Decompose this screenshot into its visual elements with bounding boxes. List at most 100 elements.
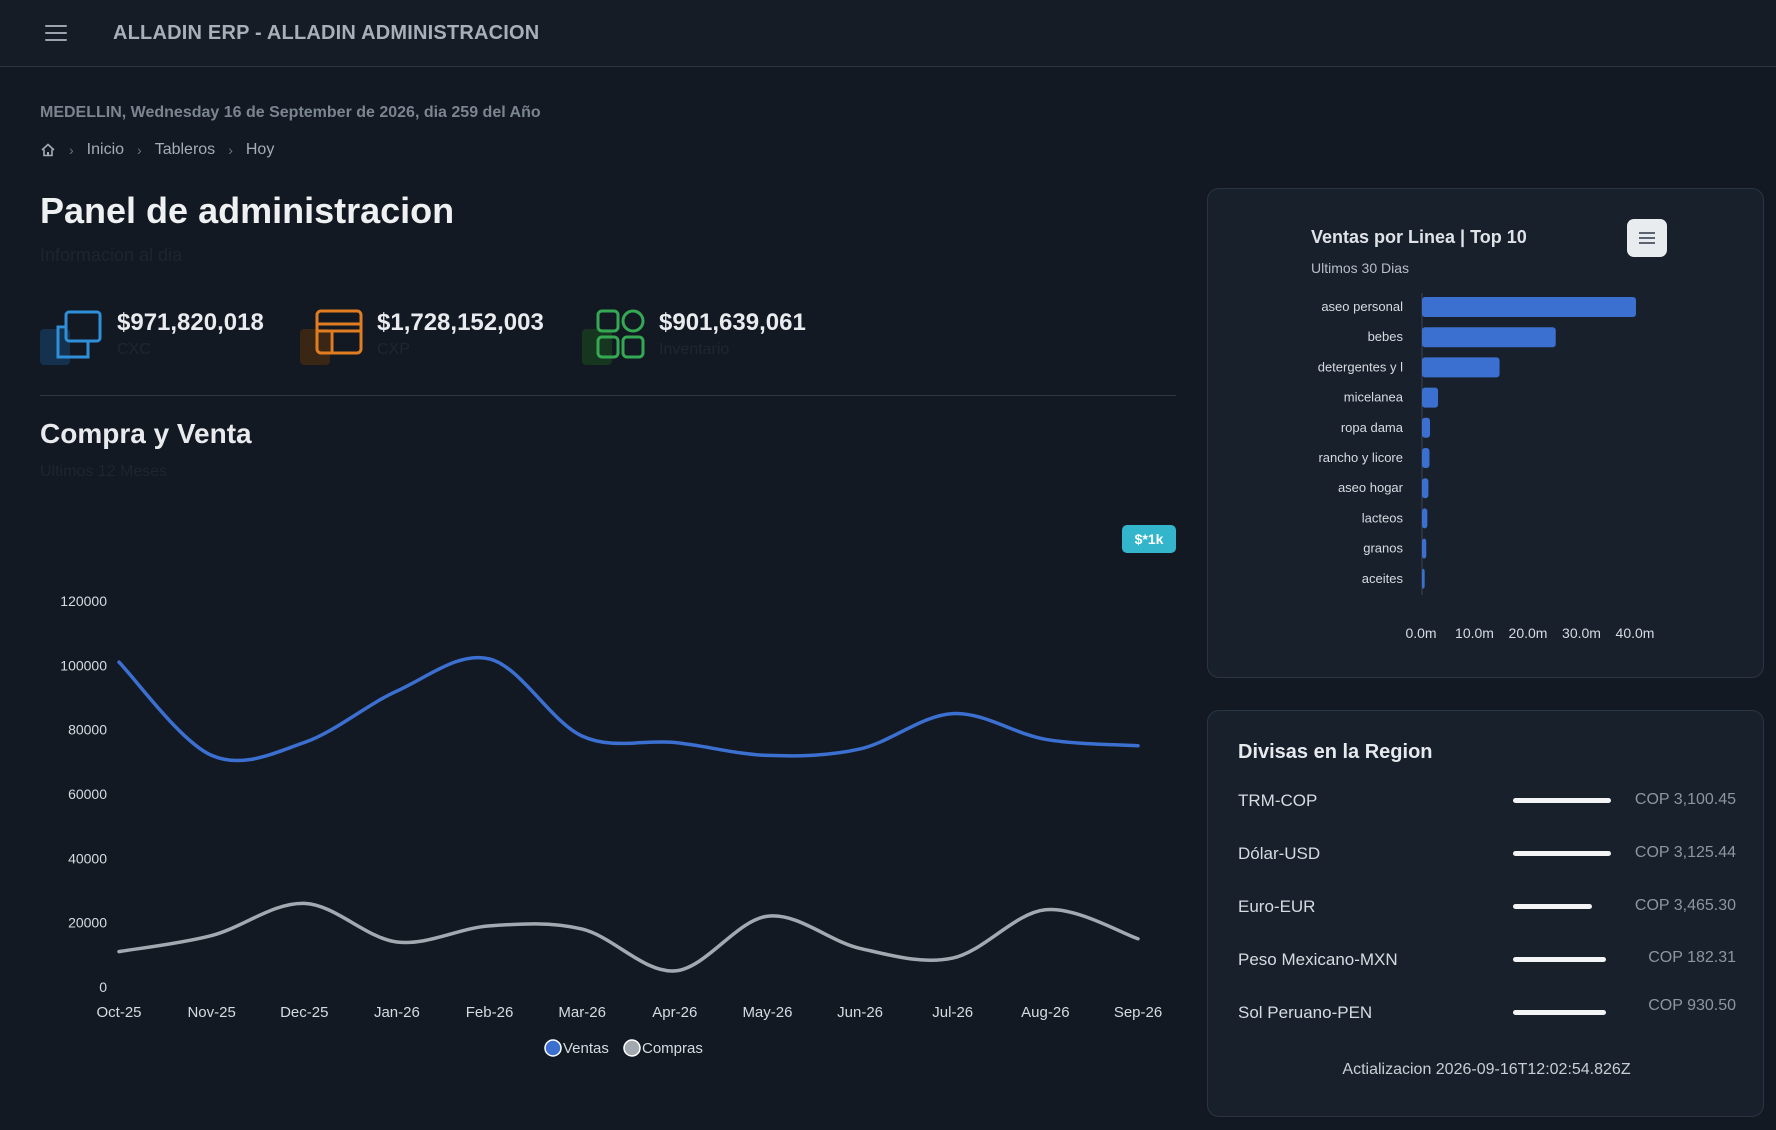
bar-granos[interactable] [1422, 538, 1427, 559]
bar-micelanea[interactable] [1422, 387, 1439, 408]
copy-icon [56, 310, 102, 359]
breadcrumb-item-hoy: Hoy [245, 141, 275, 158]
legend-label: Compras [642, 1040, 703, 1057]
bar-chart-ventas-linea: aseo personal bebes detergentes y l micelan… [1318, 293, 1655, 641]
kpi-label: Inventario [659, 341, 730, 358]
category-label: aseo personal [1321, 299, 1403, 314]
x-tick-label: Jul-26 [932, 1004, 973, 1021]
bar-ropa-dama[interactable] [1422, 417, 1431, 438]
line-chart-compra-venta: 0 20000 40000 60000 80000 100000 120000 Oct-25 N… [60, 593, 1162, 1057]
x-tick-label: Oct-25 [96, 1004, 141, 1021]
currency-row-usd: Dólar-USD COP 3,125.44 [1238, 840, 1736, 870]
currency-row-mxn: Peso Mexicano-MXN COP 182.31 [1238, 946, 1736, 976]
bar-chart-subtitle: Ultimos 30 Dias [1311, 260, 1410, 276]
currency-name: Euro-EUR [1238, 897, 1316, 916]
bar-rancho-y-licore[interactable] [1422, 448, 1430, 468]
kpi-value: $901,639,061 [659, 309, 806, 336]
x-tick-label: 0.0m [1405, 625, 1436, 641]
page-title: Panel de administracion [40, 190, 455, 231]
x-tick-label: Jun-26 [837, 1004, 883, 1021]
currency-name: Sol Peruano-PEN [1238, 1003, 1373, 1022]
y-tick-label: 80000 [68, 722, 107, 738]
panel-divisas: Divisas en la Region TRM-COP COP 3,100.4… [1207, 710, 1764, 1117]
breadcrumb-item-inicio[interactable]: Inicio [86, 141, 125, 158]
kpi-value: $971,820,018 [117, 309, 264, 336]
chevron-right-icon: › [69, 142, 74, 158]
currency-value: COP 3,100.45 [1634, 791, 1736, 808]
grid-icon [596, 309, 645, 359]
legend-marker [623, 1039, 641, 1057]
section-title-compra-venta: Compra y Venta [40, 418, 252, 449]
currency-row-eur: Euro-EUR COP 3,465.30 [1238, 893, 1736, 923]
currency-name: Peso Mexicano-MXN [1238, 950, 1398, 969]
x-tick-label: 10.0m [1455, 625, 1494, 641]
hamburger-menu-icon[interactable] [38, 18, 74, 48]
kpi-cxc[interactable]: $971,820,018 CXC [40, 305, 280, 375]
x-tick-label: Jan-26 [374, 1004, 420, 1021]
top-bar: ALLADIN ERP - ALLADIN ADMINISTRACION [0, 0, 1776, 67]
chart-menu-button[interactable] [1627, 219, 1667, 257]
x-tick-label: 20.0m [1509, 625, 1548, 641]
breadcrumb: › Inicio › Tableros › Hoy [40, 141, 274, 159]
currency-level-bar [1513, 851, 1611, 856]
legend-item-ventas[interactable]: Ventas [544, 1039, 609, 1057]
kpi-value: $1,728,152,003 [377, 309, 544, 336]
category-label: aseo hogar [1338, 480, 1404, 495]
panel-ventas-linea: aseo personal bebes detergentes y l micelan… [1207, 188, 1764, 678]
bar-aseo-personal[interactable] [1422, 297, 1636, 317]
x-tick-label: Nov-25 [187, 1004, 235, 1021]
category-label: granos [1363, 541, 1403, 556]
currency-name: Dólar-USD [1238, 844, 1321, 863]
bar-chart-title: Ventas por Linea | Top 10 [1311, 227, 1527, 247]
x-tick-label: 30.0m [1562, 625, 1601, 641]
kpi-inventario[interactable]: $901,639,061 Inventario [582, 305, 842, 375]
kpi-label: CXP [377, 341, 410, 358]
currency-value: COP 182.31 [1648, 949, 1736, 966]
breadcrumb-item-tableros[interactable]: Tableros [154, 141, 216, 158]
series-line-compras[interactable] [117, 901, 1140, 973]
x-tick-label: Aug-26 [1021, 1004, 1069, 1021]
x-tick-label: May-26 [742, 1004, 792, 1021]
kpi-cxp[interactable]: $1,728,152,003 CXP [300, 305, 560, 375]
series-line-ventas[interactable] [117, 655, 1140, 763]
x-tick-label: Dec-25 [280, 1004, 328, 1021]
y-tick-label: 60000 [68, 786, 107, 802]
currency-level-bar [1513, 1010, 1606, 1015]
x-tick-label: Feb-26 [466, 1004, 514, 1021]
currency-row-pen: Sol Peruano-PEN COP 930.50 [1238, 997, 1736, 1029]
currency-name: TRM-COP [1238, 791, 1318, 810]
kpi-label: CXC [117, 341, 151, 358]
y-tick-label: 20000 [68, 915, 107, 931]
bar-bebes[interactable] [1422, 327, 1556, 348]
category-label: detergentes y l [1318, 359, 1403, 374]
x-tick-label: 40.0m [1616, 625, 1655, 641]
legend-marker [544, 1039, 562, 1057]
category-label: rancho y licore [1318, 450, 1403, 465]
divisas-title: Divisas en la Region [1238, 741, 1433, 763]
date-line: MEDELLIN, Wednesday 16 de September de 2… [40, 104, 541, 121]
bar-lacteos[interactable] [1422, 508, 1428, 529]
currency-value: COP 3,125.44 [1634, 844, 1736, 861]
chevron-right-icon: › [228, 142, 233, 158]
bar-aseo-hogar[interactable] [1422, 478, 1429, 499]
legend-label: Ventas [563, 1040, 609, 1057]
last-updated: Actializacion 2026-09-16T12:02:54.826Z [1342, 1061, 1631, 1078]
currency-value: COP 3,465.30 [1634, 897, 1736, 914]
y-tick-label: 40000 [68, 850, 107, 866]
bar-detergentes-y-l[interactable] [1422, 357, 1500, 378]
x-tick-label: Sep-26 [1114, 1004, 1162, 1021]
divider [40, 395, 1176, 396]
x-tick-label: Apr-26 [652, 1004, 697, 1021]
page-subtitle: Informacion al dia [40, 245, 183, 265]
units-badge: $*1k [1122, 525, 1176, 553]
category-label: micelanea [1344, 390, 1404, 405]
currency-level-bar [1513, 957, 1606, 962]
layout-icon [315, 309, 363, 355]
legend-item-compras[interactable]: Compras [623, 1039, 703, 1057]
home-icon[interactable] [40, 142, 56, 158]
category-label: lacteos [1362, 510, 1404, 525]
y-tick-label: 120000 [60, 593, 107, 609]
currency-row-trm: TRM-COP COP 3,100.45 [1238, 787, 1736, 817]
x-tick-label: Mar-26 [558, 1004, 606, 1021]
bar-aceites[interactable] [1422, 568, 1425, 589]
